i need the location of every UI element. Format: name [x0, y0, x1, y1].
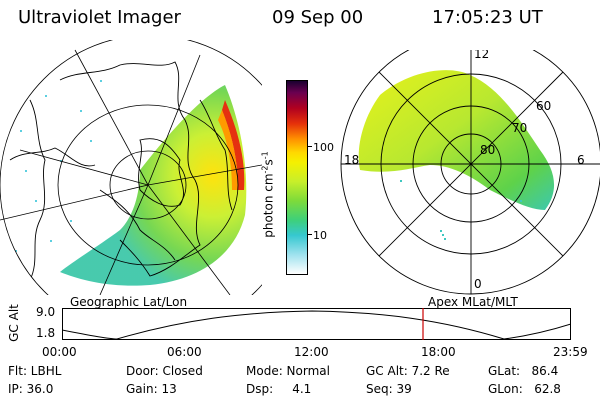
- status-door: Door: Closed: [126, 364, 203, 378]
- colorbar-unit-label: photon cm-2s-1: [260, 151, 276, 238]
- status-ip: IP: 36.0: [8, 382, 54, 396]
- timeline-y-label: GC Alt: [7, 304, 21, 342]
- instrument-title: Ultraviolet Imager: [18, 7, 181, 28]
- aurora-emission-right: [358, 70, 555, 211]
- mlat-label-80: 80: [480, 143, 495, 157]
- colorbar-tick-100: 100: [313, 141, 334, 154]
- timeline-xtick-0600: 06:00: [167, 345, 202, 359]
- timeline-ytick-high: 9.0: [36, 305, 56, 319]
- geographic-grid: [0, 40, 262, 295]
- status-mode: Mode: Normal: [246, 364, 330, 378]
- noise-speckle-right: [400, 180, 522, 240]
- colorbar: [286, 80, 308, 275]
- apex-caption: Apex MLat/MLT: [428, 295, 518, 309]
- polar-grid: [340, 50, 600, 295]
- timeline-xtick-2359: 23:59: [553, 345, 588, 359]
- timeline-xtick-0000: 00:00: [42, 345, 77, 359]
- status-glon: GLon: 62.8: [488, 382, 561, 396]
- aurora-emission-left: [60, 85, 247, 286]
- time-label: 17:05:23 UT: [432, 7, 543, 28]
- mlt-label-12: 12: [474, 50, 489, 61]
- status-glat: GLat: 86.4: [488, 364, 559, 378]
- status-seq: Seq: 39: [366, 382, 412, 396]
- geographic-caption: Geographic Lat/Lon: [70, 295, 188, 309]
- mlat-mlt-polar-plot: 12 18 6 0 60 70 80: [340, 50, 600, 295]
- timeline-xtick-1200: 12:00: [294, 345, 329, 359]
- mlt-label-0: 0: [474, 277, 482, 291]
- altitude-timeline-plot: [62, 308, 571, 340]
- altitude-curve: [62, 310, 571, 340]
- timeline-ytick-low: 1.8: [36, 326, 56, 340]
- aurora-peak-left: [222, 100, 245, 190]
- mlt-label-18: 18: [344, 153, 359, 167]
- timeline-xtick-1800: 18:00: [421, 345, 456, 359]
- date-label: 09 Sep 00: [272, 7, 364, 28]
- status-gain: Gain: 13: [126, 382, 177, 396]
- status-gc-alt: GC Alt: 7.2 Re: [366, 364, 450, 378]
- mlat-label-60: 60: [536, 99, 551, 113]
- status-flt: Flt: LBHL: [8, 364, 62, 378]
- colorbar-tick-10: 10: [313, 229, 327, 242]
- mlat-label-70: 70: [512, 121, 527, 135]
- status-dsp: Dsp: 4.1: [246, 382, 312, 396]
- mlt-label-6: 6: [577, 153, 585, 167]
- geographic-map-panel: [0, 40, 262, 295]
